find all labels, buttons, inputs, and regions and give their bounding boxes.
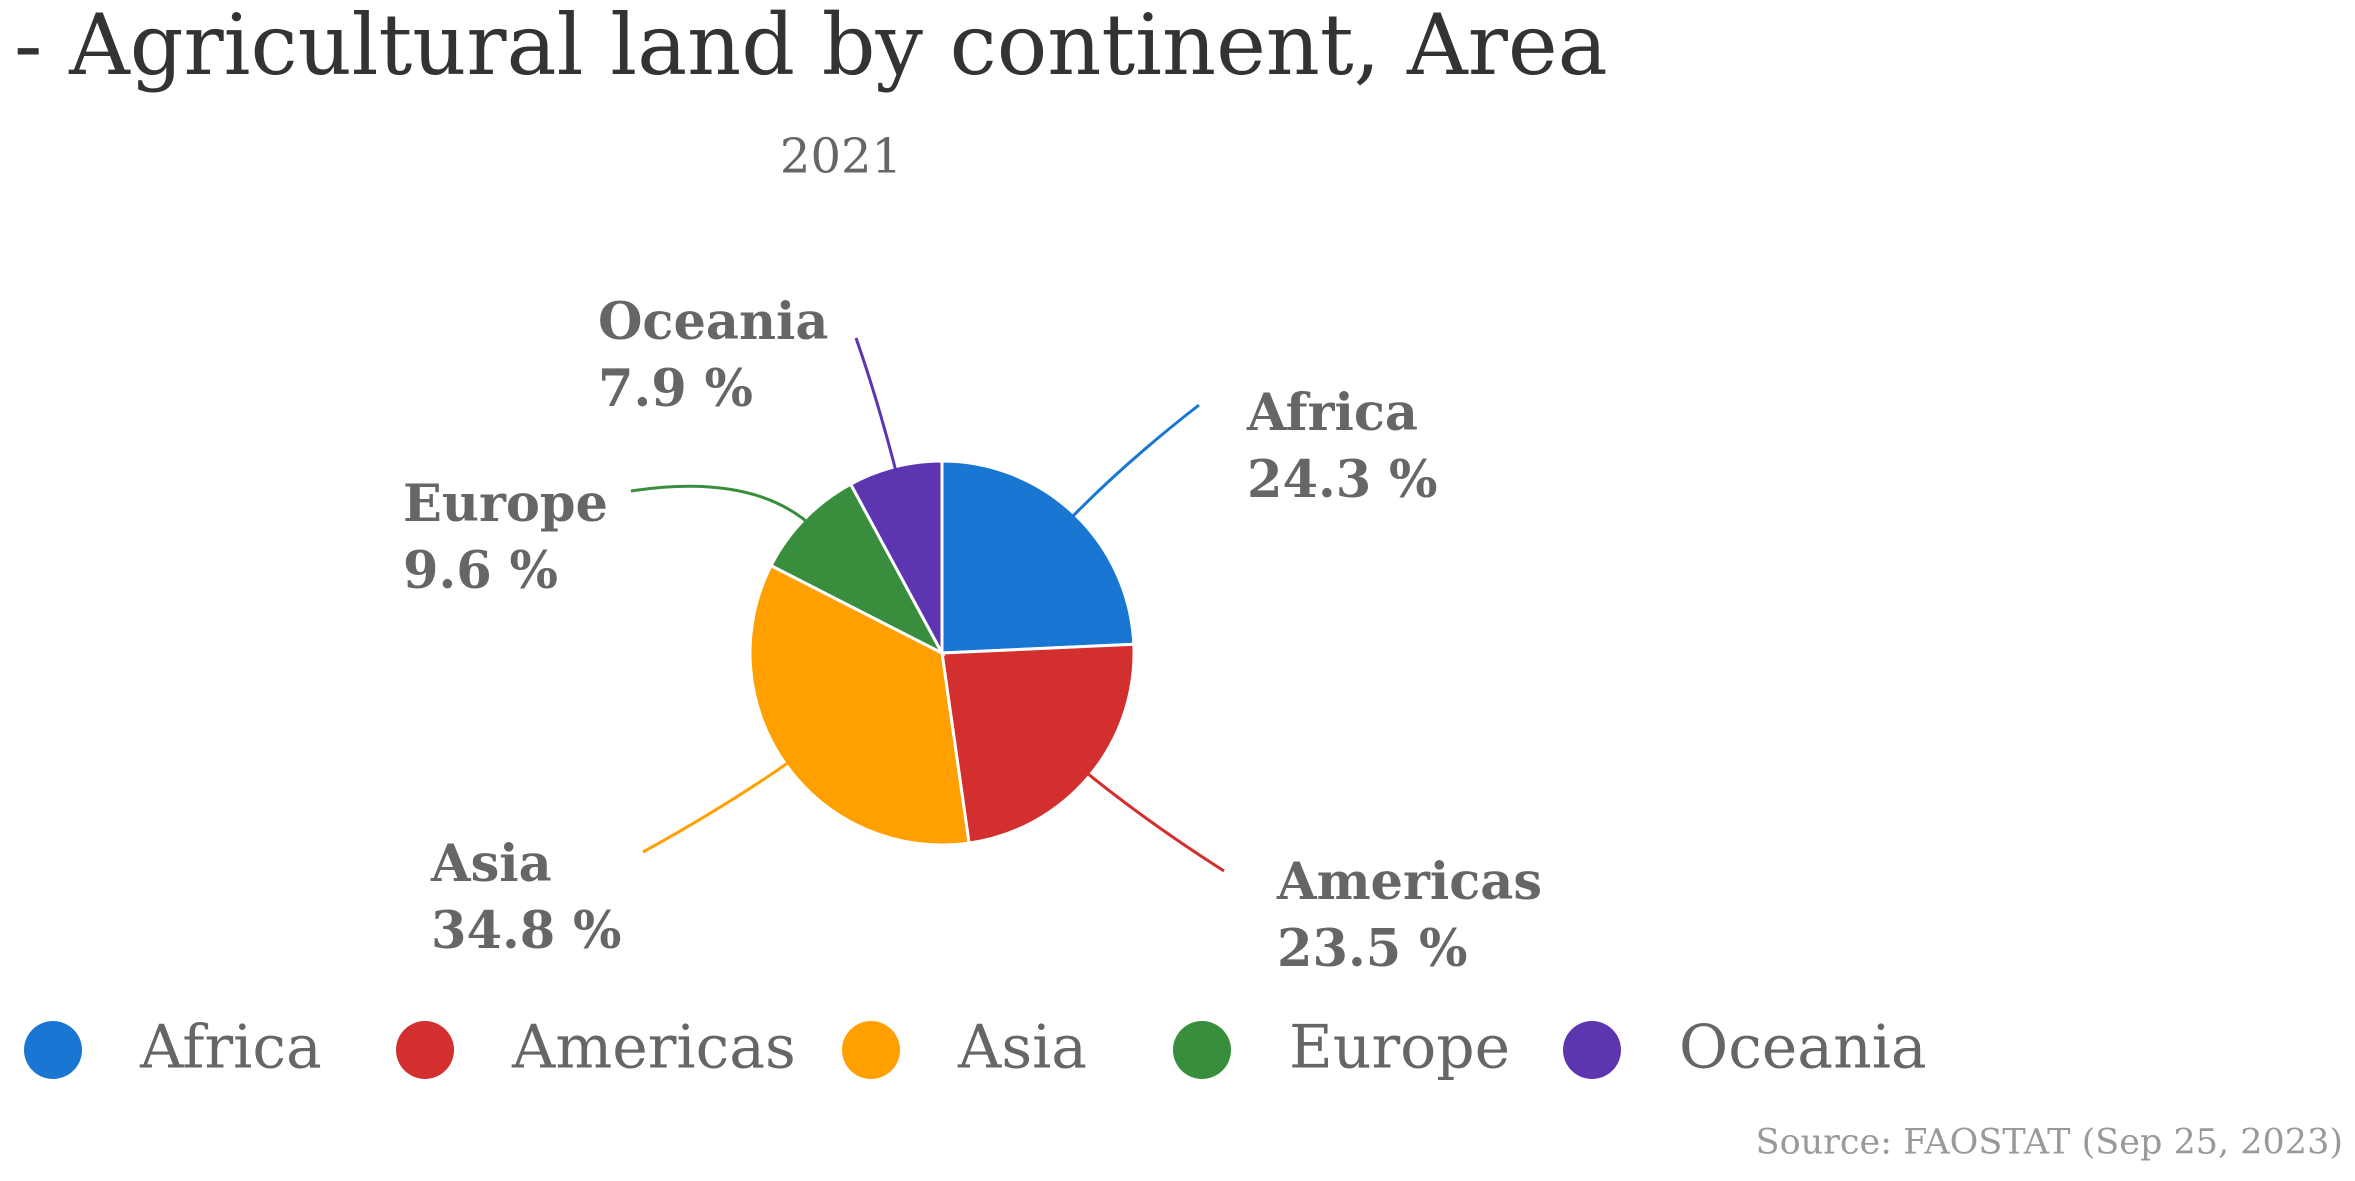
- chart-subtitle: 2021: [780, 129, 902, 185]
- leader-line: [642, 754, 800, 854]
- legend-marker: [1173, 1021, 1231, 1079]
- slice-value-label: 9.6 %: [403, 541, 558, 601]
- legend-label: Africa: [139, 1013, 322, 1083]
- slice-label: Oceania: [598, 292, 828, 352]
- legend-label: Asia: [957, 1013, 1087, 1083]
- slice-label: Americas: [1276, 852, 1542, 912]
- leader-line: [1077, 764, 1225, 873]
- legend-marker: [842, 1021, 900, 1079]
- legend-marker: [1563, 1021, 1621, 1079]
- slice-label: Europe: [403, 474, 608, 534]
- legend-label: Americas: [511, 1013, 796, 1083]
- pie-slice: [940, 459, 1136, 655]
- leader-line: [630, 484, 817, 531]
- legend-label: Europe: [1289, 1013, 1510, 1083]
- legend-marker: [24, 1021, 82, 1079]
- legend-label: Oceania: [1679, 1013, 1927, 1083]
- slice-value-label: 7.9 %: [598, 359, 753, 419]
- legend-marker: [396, 1021, 454, 1079]
- slice-value-label: 23.5 %: [1277, 919, 1467, 979]
- slice-label: Asia: [430, 834, 552, 894]
- slice-value-label: 24.3 %: [1247, 450, 1437, 510]
- slice-value-label: 34.8 %: [431, 901, 621, 961]
- chart-title: - Agricultural land by continent, Area: [14, 0, 1608, 94]
- source-note: Source: FAOSTAT (Sep 25, 2023): [1756, 1123, 2343, 1163]
- slice-label: Africa: [1246, 383, 1418, 443]
- pie-slice: [940, 642, 1136, 845]
- leader-line: [854, 337, 901, 483]
- leader-line: [1062, 403, 1200, 527]
